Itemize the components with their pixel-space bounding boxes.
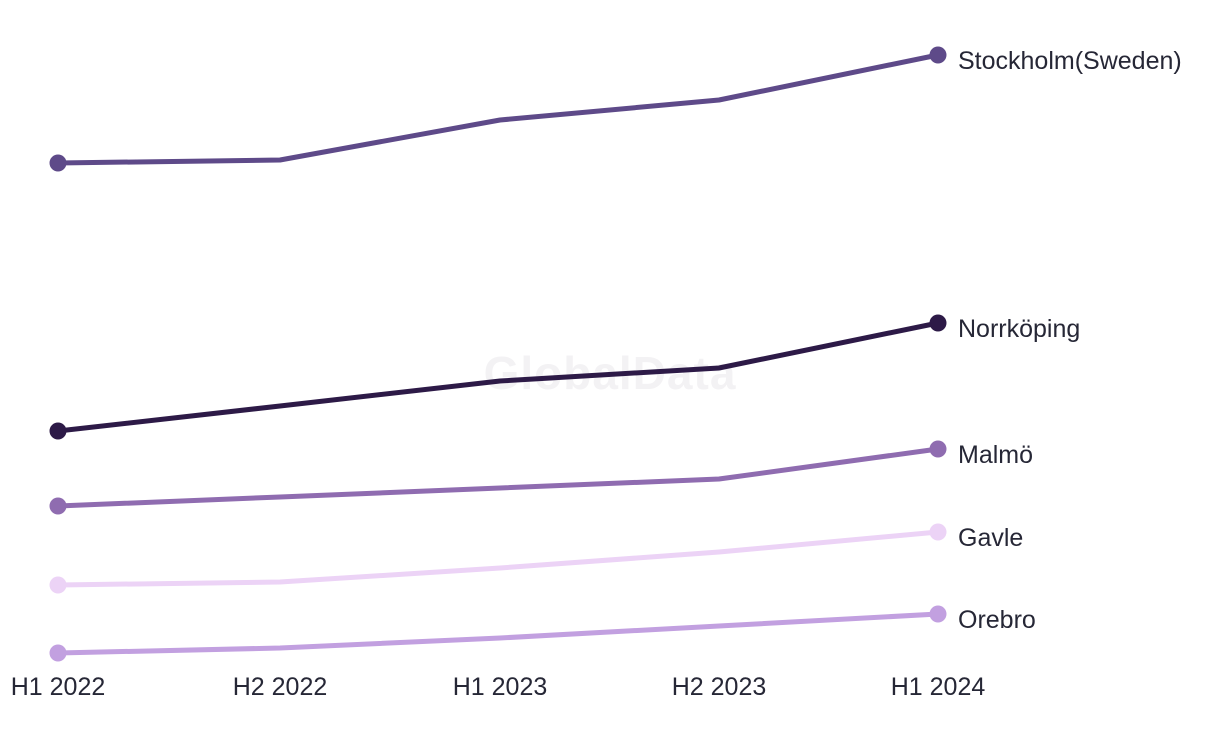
series-line-norrk-ping [55, 320, 941, 434]
series-end-point-norrk-ping [929, 314, 947, 332]
series-line-orebro [55, 611, 941, 656]
series-start-point-malm [49, 497, 67, 515]
series-label-norrk-ping: Norrköping [958, 315, 1080, 343]
x-tick-label-h1-2023: H1 2023 [453, 673, 548, 701]
x-tick-label-h1-2022: H1 2022 [11, 673, 106, 701]
series-label-orebro: Orebro [958, 606, 1036, 634]
x-tick-label-h2-2022: H2 2022 [233, 673, 328, 701]
series-start-point-norrk-ping [49, 422, 67, 440]
series-label-malm: Malmö [958, 441, 1033, 469]
series-end-point-gavle [929, 523, 947, 541]
series-start-point-gavle [49, 576, 67, 594]
series-end-point-malm [929, 440, 947, 458]
series-line-malm [55, 446, 941, 509]
series-line-stockholm-sweden [55, 52, 941, 166]
series-label-gavle: Gavle [958, 524, 1023, 552]
series-start-point-stockholm-sweden [49, 154, 67, 172]
series-label-stockholm-sweden: Stockholm(Sweden) [958, 47, 1182, 75]
x-tick-label-h1-2024: H1 2024 [891, 673, 986, 701]
x-tick-label-h2-2023: H2 2023 [672, 673, 767, 701]
series-line-gavle [55, 529, 941, 588]
series-end-point-orebro [929, 605, 947, 623]
series-end-point-stockholm-sweden [929, 46, 947, 64]
series-start-point-orebro [49, 644, 67, 662]
